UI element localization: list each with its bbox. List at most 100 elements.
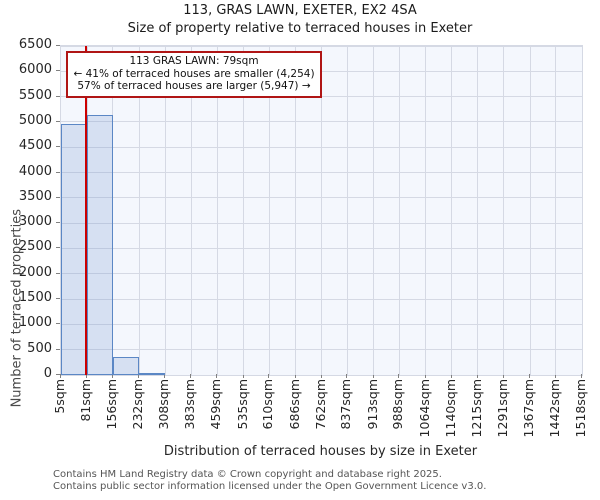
y-tick-mark: [56, 298, 60, 300]
x-tick-mark: [111, 374, 113, 378]
y-tick-mark: [56, 272, 60, 274]
x-gridline: [346, 46, 348, 375]
x-gridline: [529, 46, 531, 375]
x-gridline: [243, 46, 244, 375]
x-tick-mark: [450, 374, 452, 378]
y-tick-label: 4000: [18, 163, 52, 179]
x-tick-mark: [529, 374, 530, 378]
histogram-bar: [139, 373, 166, 375]
histogram-bar: [61, 124, 88, 375]
x-gridline: [477, 46, 479, 375]
x-tick-label: 156sqm: [103, 379, 119, 430]
y-tick-label: 6500: [18, 37, 52, 52]
property-size-marker-line: [85, 46, 88, 375]
x-tick-mark: [424, 374, 426, 378]
y-tick-mark: [56, 323, 60, 325]
x-tick-mark: [554, 374, 556, 378]
y-tick-mark: [56, 95, 60, 97]
x-tick-label: 1215sqm: [468, 379, 484, 438]
x-tick-label: 1064sqm: [416, 379, 432, 438]
x-gridline: [164, 46, 166, 375]
x-tick-mark: [581, 374, 582, 378]
y-tick-label: 5000: [18, 112, 52, 128]
annotation-larger-stat: 57% of terraced houses are larger (5,947…: [77, 80, 311, 92]
y-tick-label: 3500: [18, 188, 52, 204]
y-tick-mark: [56, 374, 60, 375]
x-tick-mark: [372, 374, 374, 378]
x-axis-label: Distribution of terraced houses by size …: [163, 444, 478, 459]
x-gridline: [321, 46, 323, 375]
x-tick-label: 232sqm: [130, 379, 146, 430]
x-gridline: [581, 46, 583, 375]
x-gridline: [555, 46, 557, 375]
x-gridline: [451, 46, 453, 375]
y-tick-label: 4500: [18, 138, 52, 154]
x-tick-label: 308sqm: [156, 379, 172, 430]
x-tick-mark: [320, 374, 322, 378]
histogram-bar: [112, 356, 140, 375]
x-tick-label: 610sqm: [260, 379, 276, 430]
y-tick-mark: [56, 196, 60, 198]
x-gridline: [268, 46, 270, 375]
x-tick-mark: [346, 374, 348, 378]
x-gridline: [398, 46, 400, 375]
x-tick-label: 913sqm: [364, 379, 380, 430]
x-tick-label: 5sqm: [52, 379, 67, 414]
y-tick-label: 2000: [18, 264, 52, 280]
annotation-property-size: 113 GRAS LAWN: 79sqm: [129, 55, 259, 67]
x-tick-mark: [190, 374, 192, 378]
footer-line-1: Contains HM Land Registry data © Crown c…: [53, 469, 442, 480]
x-tick-label: 1140sqm: [442, 379, 458, 438]
x-gridline: [295, 46, 296, 375]
x-gridline: [112, 46, 114, 375]
x-tick-mark: [60, 374, 61, 378]
x-tick-mark: [164, 374, 166, 378]
footer-attribution: Contains HM Land Registry data © Crown c…: [53, 469, 486, 493]
y-tick-label: 2500: [18, 239, 52, 255]
annotation-box: 113 GRAS LAWN: 79sqm ← 41% of terraced h…: [66, 51, 322, 98]
y-tick-mark: [56, 45, 60, 46]
x-gridline: [138, 46, 140, 375]
y-tick-label: 1500: [18, 290, 52, 306]
chart-subtitle: Size of property relative to terraced ho…: [127, 21, 473, 36]
x-gridline: [425, 46, 427, 375]
x-tick-mark: [86, 374, 88, 378]
x-tick-label: 383sqm: [182, 379, 198, 430]
x-tick-mark: [138, 374, 140, 378]
x-gridline: [503, 46, 505, 375]
x-tick-label: 1367sqm: [521, 379, 536, 438]
x-tick-mark: [294, 374, 296, 378]
y-axis-label: Number of terraced properties: [9, 209, 25, 408]
y-tick-label: 500: [27, 340, 52, 356]
x-gridline: [216, 46, 218, 375]
x-gridline: [190, 46, 192, 375]
y-tick-mark: [56, 171, 60, 173]
y-tick-mark: [56, 146, 60, 148]
x-tick-label: 988sqm: [390, 379, 406, 430]
x-tick-mark: [502, 374, 504, 378]
histogram-bar: [87, 115, 113, 375]
x-tick-mark: [268, 374, 270, 378]
y-tick-mark: [56, 120, 60, 122]
x-tick-label: 81sqm: [78, 379, 94, 422]
x-tick-label: 535sqm: [234, 379, 250, 430]
y-tick-label: 0: [43, 366, 52, 381]
y-tick-label: 1000: [18, 315, 52, 331]
y-tick-label: 6000: [18, 62, 52, 78]
x-tick-label: 686sqm: [286, 379, 302, 430]
chart-title: 113, GRAS LAWN, EXETER, EX2 4SA: [183, 3, 417, 18]
x-tick-label: 1291sqm: [494, 379, 510, 438]
y-tick-mark: [56, 247, 60, 249]
y-tick-mark: [56, 222, 60, 224]
annotation-smaller-stat: ← 41% of terraced houses are smaller (4,…: [73, 67, 315, 80]
x-tick-mark: [476, 374, 478, 378]
y-tick-mark: [56, 70, 60, 72]
y-tick-label: 5500: [18, 87, 52, 103]
x-tick-label: 837sqm: [338, 379, 354, 430]
x-tick-mark: [242, 374, 244, 378]
x-tick-label: 762sqm: [312, 379, 328, 430]
x-tick-label: 1518sqm: [573, 379, 588, 438]
y-tick-mark: [56, 348, 60, 350]
y-tick-label: 3000: [18, 214, 52, 230]
